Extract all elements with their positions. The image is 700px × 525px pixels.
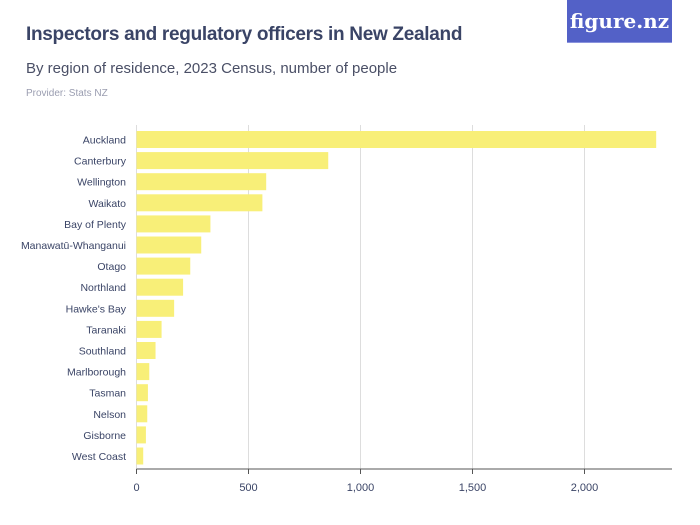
bar-auckland <box>136 131 657 148</box>
bar-otago <box>136 257 191 275</box>
chart-subtitle: By region of residence, 2023 Census, num… <box>26 60 398 77</box>
bar-manawat-whanganui <box>136 236 202 254</box>
bar-west-coast <box>136 447 144 465</box>
bar-hawke-s-bay <box>136 299 175 317</box>
category-label: Waikato <box>88 198 126 210</box>
category-label: Northland <box>80 282 126 294</box>
bar-tasman <box>136 384 148 402</box>
bar-bay-of-plenty <box>136 215 211 233</box>
bar-nelson <box>136 405 148 423</box>
x-tick-label: 1,000 <box>347 482 375 494</box>
x-tick-label: 1,500 <box>459 482 487 494</box>
category-label: Marlborough <box>67 367 126 379</box>
provider-text: Provider: Stats NZ <box>26 88 108 99</box>
category-label: Southland <box>79 346 126 358</box>
bar-taranaki <box>136 320 162 338</box>
category-label: Bay of Plenty <box>64 219 127 231</box>
figure-nz-logo[interactable]: figure.nz <box>567 0 672 43</box>
category-label: Wellington <box>77 177 126 189</box>
category-label: Gisborne <box>83 430 126 442</box>
x-tick-label: 2,000 <box>571 482 599 494</box>
chart-title: Inspectors and regulatory officers in Ne… <box>26 24 463 45</box>
category-label: Nelson <box>93 409 126 421</box>
category-label: Otago <box>97 261 126 273</box>
category-label: West Coast <box>72 451 126 463</box>
bar-waikato <box>136 194 263 212</box>
category-label: Hawke's Bay <box>66 303 127 315</box>
bar-marlborough <box>136 363 150 381</box>
category-label: Tasman <box>89 388 126 400</box>
bar-gisborne <box>136 426 146 444</box>
bar-wellington <box>136 173 267 191</box>
category-label: Auckland <box>83 135 126 147</box>
bar-canterbury <box>136 152 329 170</box>
x-tick-label: 0 <box>133 482 139 494</box>
bar-northland <box>136 278 184 296</box>
category-label: Taranaki <box>86 324 126 336</box>
x-tick-label: 500 <box>239 482 257 494</box>
category-label: Canterbury <box>74 156 127 168</box>
category-label: Manawatū-Whanganui <box>21 240 126 252</box>
bar-southland <box>136 342 156 359</box>
